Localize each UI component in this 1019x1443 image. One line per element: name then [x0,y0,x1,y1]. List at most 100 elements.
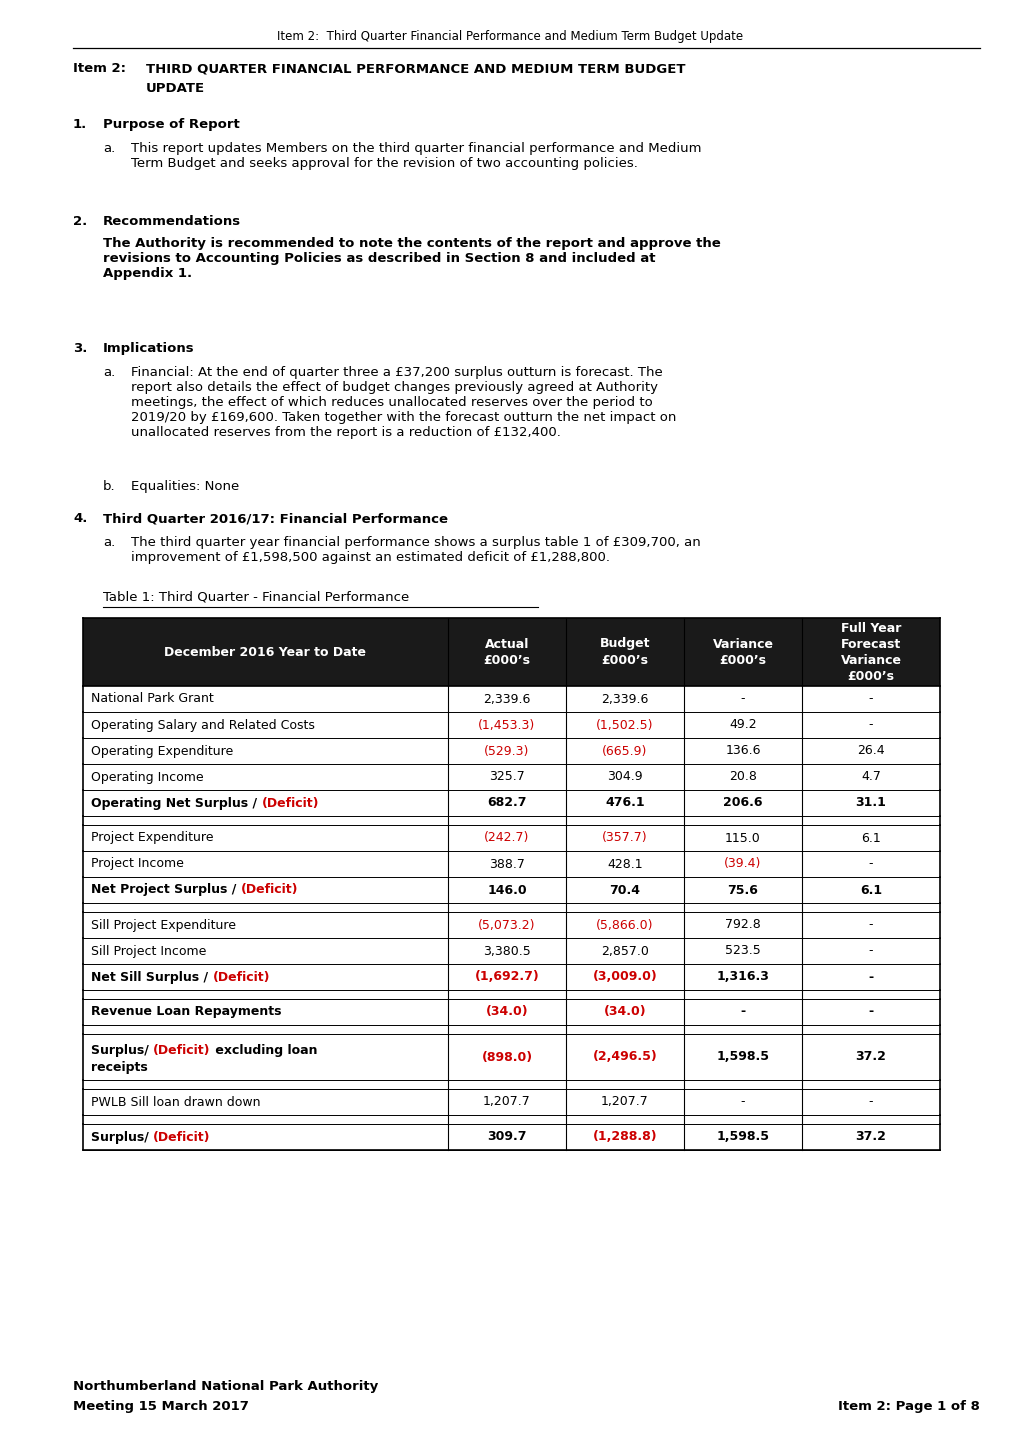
Text: receipts: receipts [91,1061,148,1074]
Text: 309.7: 309.7 [487,1130,526,1143]
Text: 1,598.5: 1,598.5 [715,1130,768,1143]
Text: a.: a. [103,535,115,548]
Text: 6.1: 6.1 [859,883,881,896]
Text: (1,288.8): (1,288.8) [592,1130,656,1143]
Text: (1,502.5): (1,502.5) [596,719,653,732]
Text: Financial: At the end of quarter three a £37,200 surplus outturn is forecast. Th: Financial: At the end of quarter three a… [130,367,676,439]
Text: b.: b. [103,481,115,494]
Text: The Authority is recommended to note the contents of the report and approve the
: The Authority is recommended to note the… [103,237,720,280]
Text: Third Quarter 2016/17: Financial Performance: Third Quarter 2016/17: Financial Perform… [103,512,447,525]
Text: Purpose of Report: Purpose of Report [103,118,239,131]
Text: -: - [867,1006,872,1019]
Text: 1,207.7: 1,207.7 [483,1095,530,1108]
Text: Equalities: None: Equalities: None [130,481,239,494]
Text: Northumberland National Park Authority: Northumberland National Park Authority [73,1380,378,1392]
Text: 3,380.5: 3,380.5 [483,945,530,958]
Text: excluding loan: excluding loan [211,1043,317,1056]
Text: (Deficit): (Deficit) [261,797,319,810]
Text: 2,857.0: 2,857.0 [600,945,648,958]
Text: Budget
£000’s: Budget £000’s [599,638,650,667]
Text: Sill Project Income: Sill Project Income [91,945,206,958]
Text: 26.4: 26.4 [856,745,883,758]
Text: 115.0: 115.0 [725,831,760,844]
Text: Surplus/: Surplus/ [91,1043,153,1056]
Text: 1.: 1. [73,118,88,131]
Text: THIRD QUARTER FINANCIAL PERFORMANCE AND MEDIUM TERM BUDGET: THIRD QUARTER FINANCIAL PERFORMANCE AND … [146,62,685,75]
Text: 792.8: 792.8 [725,919,760,932]
Text: -: - [740,1095,745,1108]
Text: Operating Net Surplus /: Operating Net Surplus / [91,797,261,810]
Text: -: - [868,945,872,958]
Text: (2,496.5): (2,496.5) [592,1051,656,1063]
Text: Implications: Implications [103,342,195,355]
Text: Operating Income: Operating Income [91,771,204,784]
Text: Recommendations: Recommendations [103,215,240,228]
Text: (34.0): (34.0) [603,1006,646,1019]
Text: (242.7): (242.7) [484,831,529,844]
Text: 4.7: 4.7 [860,771,880,784]
Text: PWLB Sill loan drawn down: PWLB Sill loan drawn down [91,1095,260,1108]
Text: 3.: 3. [73,342,88,355]
Bar [83,618,940,685]
Text: Operating Salary and Related Costs: Operating Salary and Related Costs [91,719,315,732]
Text: Net Sill Surplus /: Net Sill Surplus / [91,971,212,984]
Text: (665.9): (665.9) [602,745,647,758]
Text: UPDATE: UPDATE [146,82,205,95]
Text: 1,316.3: 1,316.3 [716,971,768,984]
Text: The third quarter year financial performance shows a surplus table 1 of £309,700: The third quarter year financial perform… [130,535,700,564]
Text: -: - [868,719,872,732]
Text: 523.5: 523.5 [725,945,760,958]
Text: (898.0): (898.0) [481,1051,532,1063]
Text: 388.7: 388.7 [488,857,525,870]
Text: 682.7: 682.7 [487,797,526,810]
Text: 2,339.6: 2,339.6 [483,693,530,706]
Text: 428.1: 428.1 [606,857,642,870]
Text: 476.1: 476.1 [604,797,644,810]
Text: (5,073.2): (5,073.2) [478,919,535,932]
Text: (1,453.3): (1,453.3) [478,719,535,732]
Text: 2,339.6: 2,339.6 [601,693,648,706]
Text: Table 1: Third Quarter - Financial Performance: Table 1: Third Quarter - Financial Perfo… [103,590,409,603]
Text: Variance
£000’s: Variance £000’s [712,638,772,667]
Text: Operating Expenditure: Operating Expenditure [91,745,233,758]
Text: 49.2: 49.2 [729,719,756,732]
Text: -: - [868,1095,872,1108]
Text: Actual
£000’s: Actual £000’s [483,638,530,667]
Text: (34.0): (34.0) [485,1006,528,1019]
Text: December 2016 Year to Date: December 2016 Year to Date [164,645,366,658]
Text: 206.6: 206.6 [722,797,762,810]
Text: 70.4: 70.4 [609,883,640,896]
Text: 37.2: 37.2 [855,1051,886,1063]
Text: Project Expenditure: Project Expenditure [91,831,213,844]
Text: Item 2:: Item 2: [73,62,126,75]
Text: Net Project Surplus /: Net Project Surplus / [91,883,240,896]
Text: (529.3): (529.3) [484,745,529,758]
Text: -: - [867,971,872,984]
Text: Surplus/: Surplus/ [91,1130,153,1143]
Text: 2.: 2. [73,215,88,228]
Text: This report updates Members on the third quarter financial performance and Mediu: This report updates Members on the third… [130,141,701,170]
Text: (5,866.0): (5,866.0) [596,919,653,932]
Text: (1,692.7): (1,692.7) [474,971,539,984]
Text: (Deficit): (Deficit) [153,1130,211,1143]
Text: (Deficit): (Deficit) [240,883,298,896]
Text: Meeting 15 March 2017: Meeting 15 March 2017 [73,1400,249,1413]
Text: -: - [868,693,872,706]
Text: 325.7: 325.7 [489,771,525,784]
Text: -: - [868,857,872,870]
Text: (357.7): (357.7) [601,831,647,844]
Text: (Deficit): (Deficit) [153,1043,211,1056]
Text: -: - [740,693,745,706]
Text: Sill Project Expenditure: Sill Project Expenditure [91,919,235,932]
Text: -: - [868,919,872,932]
Text: 6.1: 6.1 [860,831,880,844]
Text: Item 2: Page 1 of 8: Item 2: Page 1 of 8 [838,1400,979,1413]
Text: National Park Grant: National Park Grant [91,693,214,706]
Text: 1,598.5: 1,598.5 [715,1051,768,1063]
Text: Item 2:  Third Quarter Financial Performance and Medium Term Budget Update: Item 2: Third Quarter Financial Performa… [277,30,742,43]
Text: -: - [740,1006,745,1019]
Text: 20.8: 20.8 [729,771,756,784]
Text: Project Income: Project Income [91,857,183,870]
Text: (Deficit): (Deficit) [212,971,270,984]
Text: a.: a. [103,367,115,380]
